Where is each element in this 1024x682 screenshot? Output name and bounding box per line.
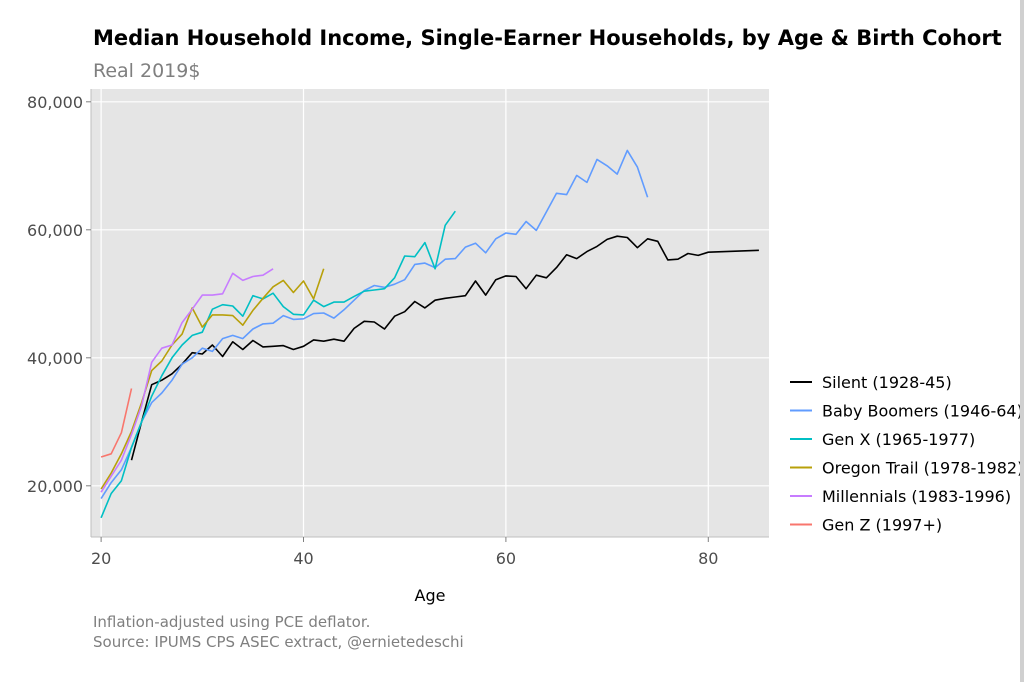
x-tick-label: 80 <box>698 549 718 568</box>
series-line-1 <box>100 149 649 500</box>
x-tick-label: 20 <box>91 549 111 568</box>
y-axis: 20,000 40,000 60,000 80,000 <box>27 93 91 496</box>
series-line-4 <box>100 268 274 493</box>
legend-label: Millennials (1983-1996) <box>822 487 1011 506</box>
chart-title: Median Household Income, Single-Earner H… <box>93 26 1002 50</box>
plot-background <box>91 89 769 537</box>
series-lines <box>100 149 759 519</box>
series-line-5 <box>100 388 133 458</box>
y-tick-label: 40,000 <box>27 349 83 368</box>
series-line-3 <box>100 268 325 490</box>
y-tick-label: 60,000 <box>27 221 83 240</box>
legend-label: Oregon Trail (1978-1982) <box>822 459 1023 478</box>
chart-subtitle: Real 2019$ <box>93 60 200 82</box>
legend-label: Gen Z (1997+) <box>822 516 942 535</box>
series-line-0 <box>130 235 759 461</box>
grid-lines <box>91 89 769 537</box>
legend-label: Baby Boomers (1946-64) <box>822 402 1023 421</box>
x-axis-title: Age <box>415 586 446 605</box>
legend-label: Gen X (1965-1977) <box>822 430 975 449</box>
window-edge <box>1020 0 1024 682</box>
legend: Silent (1928-45) Baby Boomers (1946-64) Ge… <box>790 373 1023 535</box>
x-axis: 20 40 60 80 <box>91 537 718 568</box>
series-line-2 <box>100 210 456 519</box>
legend-label: Silent (1928-45) <box>822 373 952 392</box>
caption-line-1: Inflation-adjusted using PCE deflator. <box>93 613 370 631</box>
caption-line-2: Source: IPUMS CPS ASEC extract, @erniete… <box>93 633 464 651</box>
y-tick-label: 80,000 <box>27 93 83 112</box>
x-tick-label: 40 <box>293 549 313 568</box>
y-tick-label: 20,000 <box>27 477 83 496</box>
x-tick-label: 60 <box>496 549 516 568</box>
